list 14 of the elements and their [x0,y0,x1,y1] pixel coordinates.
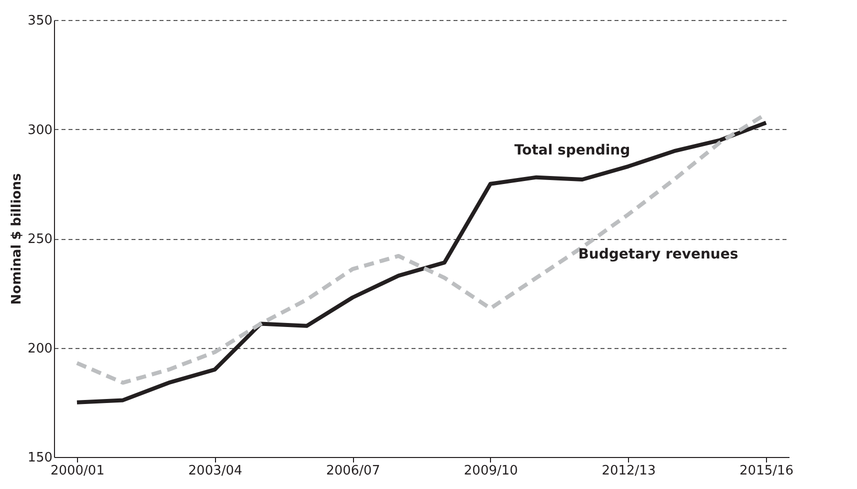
y-tick-label: 300 [28,122,52,138]
x-tick-label: 2012/13 [602,464,656,478]
y-tick-label: 250 [28,232,52,247]
x-tick-label: 2015/16 [740,464,794,478]
x-tick-label: 2000/01 [50,464,104,478]
x-tick-label: 2006/07 [326,464,380,478]
x-tick-label: 2003/04 [188,464,242,478]
series-label: Total spending [514,142,630,159]
y-tick-label: 350 [28,14,52,28]
y-tick-label: 200 [28,341,52,356]
series-label: Budgetary revenues [578,246,738,262]
y-axis-title: Nominal $ billions [10,173,25,305]
x-tick-label: 2009/10 [464,464,518,478]
y-tick-label: 150 [28,450,52,466]
